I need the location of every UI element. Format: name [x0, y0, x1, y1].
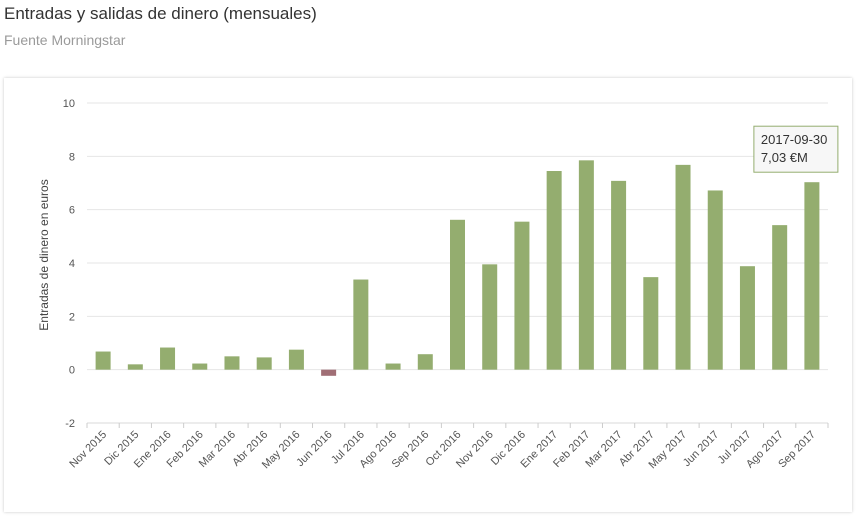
bar[interactable] [804, 182, 820, 370]
y-axis-label: Entradas de dinero en euros [37, 179, 51, 330]
bar[interactable] [256, 357, 272, 370]
tooltip-date: 2017-09-30 [761, 132, 828, 147]
bar[interactable] [546, 171, 562, 370]
y-tick-label: 2 [69, 311, 75, 323]
bar[interactable] [578, 160, 594, 370]
bar[interactable] [95, 351, 111, 370]
bars [95, 160, 820, 376]
bar[interactable] [514, 221, 530, 370]
chart-panel: -2 0 2 4 6 8 10 Entradas de dinero en euros No… [4, 78, 852, 512]
bar[interactable] [353, 279, 369, 370]
tooltip-box [753, 125, 839, 173]
tooltip: 2017-09-30 7,03 €M [753, 125, 839, 173]
y-tick-label: 8 [69, 151, 75, 163]
bar[interactable] [288, 349, 304, 370]
bar[interactable] [739, 266, 755, 370]
chart-title: Entradas y salidas de dinero (mensuales) [4, 4, 317, 23]
bar[interactable] [192, 363, 208, 370]
bar[interactable] [450, 219, 465, 370]
chart-subtitle: Fuente Morningstar [4, 32, 126, 48]
bar[interactable] [321, 369, 337, 376]
bar[interactable] [160, 347, 176, 370]
bar[interactable] [385, 363, 401, 370]
y-tick-label: -2 [65, 418, 75, 430]
chart-header: Entradas y salidas de dinero (mensuales)… [4, 2, 317, 50]
x-tick-label: Jun 2017 [681, 429, 721, 469]
bar[interactable] [611, 180, 627, 370]
bar[interactable] [675, 164, 691, 370]
bar[interactable] [127, 364, 143, 370]
y-tick-label: 4 [69, 258, 75, 270]
bar[interactable] [224, 356, 240, 370]
bar-chart: -2 0 2 4 6 8 10 Entradas de dinero en euros No… [37, 98, 839, 471]
tooltip-value: 7,03 €M [761, 150, 808, 165]
x-tick-label: Nov 2015 [67, 429, 109, 471]
y-tick-label: 0 [69, 365, 75, 377]
bar[interactable] [643, 277, 659, 370]
bar[interactable] [482, 264, 498, 370]
y-axis-ticks: -2 0 2 4 6 8 10 [63, 98, 75, 430]
x-tick-label: Jun 2016 [294, 429, 334, 469]
bar[interactable] [707, 190, 723, 370]
bar[interactable] [417, 354, 433, 370]
y-tick-label: 10 [63, 98, 75, 110]
y-tick-label: 6 [69, 205, 75, 217]
bar[interactable] [772, 225, 788, 370]
